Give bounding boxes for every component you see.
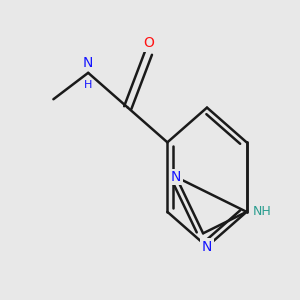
Text: N: N — [83, 56, 93, 70]
Text: N: N — [171, 170, 181, 184]
Text: NH: NH — [253, 205, 271, 218]
Text: H: H — [84, 80, 92, 90]
Text: N: N — [202, 240, 212, 254]
Text: O: O — [143, 36, 154, 50]
